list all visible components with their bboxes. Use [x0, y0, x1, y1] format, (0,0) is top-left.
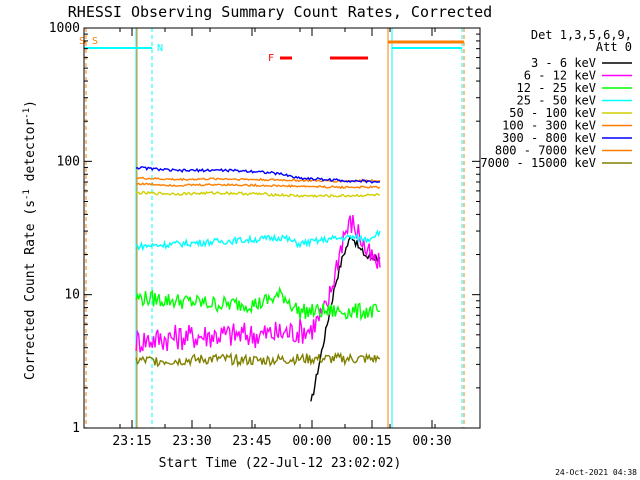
plot-frame — [83, 27, 481, 429]
legend-header-2: Att 0 — [596, 40, 632, 54]
attenuator-flag-bars: SS N F — [79, 28, 465, 428]
y-tick-label: 1000 — [49, 21, 80, 36]
legend-header-1: Det 1,3,5,6,9, — [531, 28, 632, 42]
x-tick-label: 23:45 — [232, 434, 271, 449]
y-tick-label: 100 — [57, 154, 80, 169]
series-line-4 — [135, 190, 380, 198]
x-tick-label: 23:30 — [172, 434, 211, 449]
x-tick-label: 23:15 — [112, 434, 151, 449]
legend-entry-label: 100 - 300 keV — [502, 119, 596, 133]
series-line-0 — [310, 236, 381, 402]
legend-entry-label: 25 - 50 keV — [517, 94, 596, 108]
series-line-1 — [135, 215, 381, 353]
y-tick-label: 10 — [64, 288, 80, 303]
series-line-3 — [135, 229, 381, 252]
legend-entry-label: 6 - 12 keV — [524, 69, 596, 83]
x-tick-label: 00:30 — [412, 434, 451, 449]
series-layer — [135, 166, 381, 402]
series-line-7 — [135, 182, 381, 190]
x-tick-label: 00:00 — [292, 434, 331, 449]
saa-flag-label-left: S — [79, 36, 85, 47]
flare-flag-label: F — [268, 53, 274, 64]
legend-entry-label: 12 - 25 keV — [517, 81, 596, 95]
legend-entry-label: 800 - 7000 keV — [495, 144, 596, 158]
chart-title: RHESSI Observing Summary Count Rates, Co… — [68, 3, 492, 21]
x-axis-label: Start Time (22-Jul-12 23:02:02) — [159, 456, 402, 471]
legend-entry-label: 50 - 100 keV — [509, 106, 596, 120]
y-axis-label: Corrected Count Rate (s-1 detector-1) — [22, 100, 38, 380]
series-line-5 — [135, 176, 381, 183]
night-flag-label: N — [157, 43, 163, 54]
series-line-2 — [135, 285, 381, 322]
y-tick-label: 1 — [72, 421, 80, 436]
legend-entry-label: 300 - 800 keV — [502, 131, 596, 145]
footer-date: 24-Oct-2021 04:38 — [555, 468, 637, 477]
legend-entry-label: 3 - 6 keV — [531, 56, 596, 70]
legend-entry-label: 7000 - 15000 keV — [480, 156, 596, 170]
x-tick-label: 00:15 — [352, 434, 391, 449]
series-line-8 — [135, 351, 381, 368]
plot-axes: 1 10 100 1000 23:15 23:30 23:45 00:00 00:15 00:30 — [49, 21, 481, 449]
saa-flag-label: S — [92, 36, 98, 47]
series-line-6 — [135, 166, 381, 184]
